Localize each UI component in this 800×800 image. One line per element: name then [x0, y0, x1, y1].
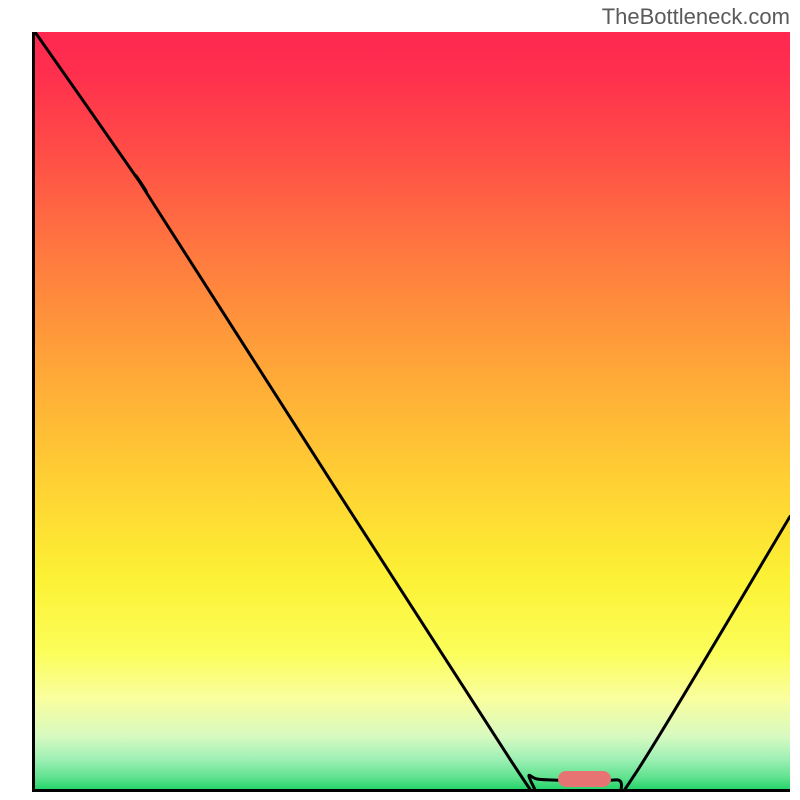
chart-curve: [35, 32, 790, 789]
watermark-text: TheBottleneck.com: [602, 4, 790, 30]
chart-svg: [35, 32, 790, 789]
optimal-marker: [558, 771, 611, 788]
bottleneck-chart: [32, 32, 790, 792]
